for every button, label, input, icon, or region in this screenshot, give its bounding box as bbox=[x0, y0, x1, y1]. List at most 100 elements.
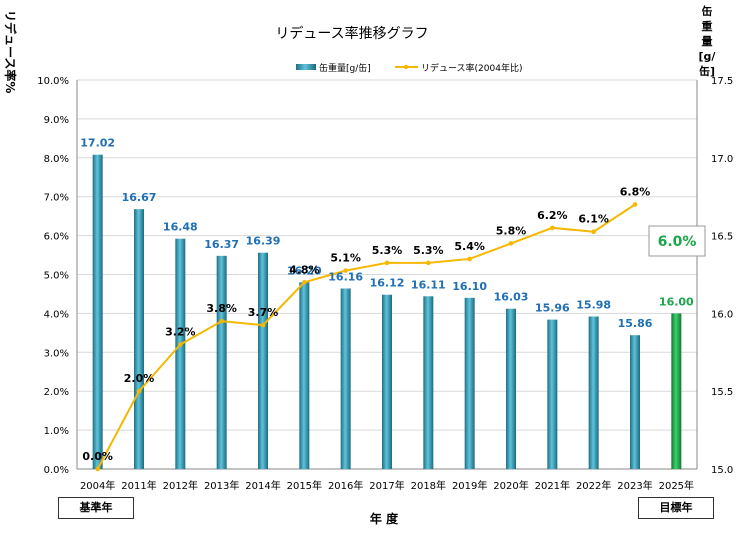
line-point bbox=[136, 388, 142, 394]
bar-value-label: 16.67 bbox=[122, 191, 157, 204]
bar-value-label: 16.37 bbox=[204, 238, 239, 251]
x-tick-label: 2017年 bbox=[369, 479, 404, 492]
bar bbox=[630, 335, 640, 469]
bar bbox=[464, 297, 475, 469]
line-value-label: 2.0% bbox=[124, 372, 155, 385]
y-right-tick-label: 15.5 bbox=[711, 387, 733, 398]
line-point bbox=[426, 260, 431, 266]
y-left-tick-label: 3.0% bbox=[44, 348, 69, 359]
line-point bbox=[219, 318, 224, 324]
bar-value-label: 16.03 bbox=[494, 291, 529, 304]
y-left-axis-title: リデュース率% bbox=[3, 10, 18, 93]
y-left-tick-label: 2.0% bbox=[44, 387, 69, 398]
y-right-tick-label: 16.0 bbox=[711, 309, 733, 320]
x-tick-label: 2016年 bbox=[328, 479, 363, 492]
line-value-label: 5.3% bbox=[413, 244, 444, 257]
legend-bar-swatch bbox=[296, 64, 316, 70]
reduce-rate-line bbox=[96, 203, 636, 470]
data-labels: 17.02 16.67 16.48 16.37 16.39 16.20 16.16 16.12… bbox=[80, 137, 694, 463]
line-point bbox=[95, 466, 100, 472]
line-point bbox=[467, 256, 472, 262]
legend-line-label: リデュース率(2004年比) bbox=[421, 62, 522, 74]
bar bbox=[547, 319, 558, 469]
line-value-label: 6.1% bbox=[578, 213, 609, 226]
bar bbox=[423, 296, 434, 469]
line-point bbox=[384, 260, 390, 266]
x-tick-label: 2018年 bbox=[411, 479, 446, 492]
bar-series bbox=[92, 154, 682, 470]
x-tick-label: 2004年 bbox=[80, 479, 115, 492]
bar-value-label: 16.11 bbox=[411, 278, 446, 291]
line-point bbox=[178, 342, 183, 347]
bar bbox=[588, 316, 599, 469]
legend: 缶重量[g/缶] リデュース率(2004年比) bbox=[296, 62, 522, 74]
axes: 0.0% 1.0% 2.0% 3.0% 4.0% 5.0% 6.0% 7.0% 8.0% 9.0%… bbox=[37, 76, 733, 492]
line-point bbox=[343, 268, 348, 273]
bar-value-label: 16.16 bbox=[328, 271, 363, 284]
line-point bbox=[550, 225, 555, 231]
x-tick-label: 2012年 bbox=[163, 479, 198, 492]
bar bbox=[382, 294, 392, 469]
x-tick-label: 2023年 bbox=[617, 479, 652, 492]
y-right-tick-label: 16.5 bbox=[711, 232, 733, 243]
line-value-label: 4.8% bbox=[289, 263, 320, 276]
x-tick-label: 2022年 bbox=[576, 479, 611, 492]
line-value-label: 6.8% bbox=[620, 185, 651, 198]
target-year-label: 目標年 bbox=[638, 497, 714, 519]
x-tick-label: 2013年 bbox=[204, 479, 239, 492]
bar-value-label: 15.96 bbox=[535, 302, 570, 315]
bar-value-label: 16.48 bbox=[163, 221, 198, 234]
line-value-label: 5.4% bbox=[454, 240, 485, 253]
bar-value-label: 15.98 bbox=[576, 299, 611, 312]
line-point bbox=[302, 279, 307, 285]
y-right-axis-title-char: 缶 bbox=[701, 5, 713, 18]
y-left-tick-label: 10.0% bbox=[37, 76, 69, 87]
y-right-tick-label: 17.0 bbox=[711, 154, 733, 165]
x-tick-label: 2011年 bbox=[121, 479, 156, 492]
y-left-tick-label: 8.0% bbox=[44, 154, 69, 165]
y-left-tick-label: 7.0% bbox=[44, 193, 69, 204]
bar bbox=[506, 308, 516, 469]
bar-value-label: 16.12 bbox=[370, 277, 405, 290]
line-value-label: 5.1% bbox=[330, 252, 361, 265]
y-left-tick-label: 0.0% bbox=[44, 465, 69, 476]
y-right-axis-title-char: 量 bbox=[701, 35, 713, 48]
y-right-tick-label: 17.5 bbox=[711, 76, 733, 87]
line-value-label: 3.7% bbox=[248, 306, 279, 319]
bar bbox=[175, 238, 186, 469]
bar-value-label: 16.00 bbox=[659, 295, 694, 308]
bar bbox=[299, 282, 310, 469]
bar-value-label: 15.86 bbox=[618, 317, 653, 330]
y-left-tick-label: 1.0% bbox=[44, 426, 69, 437]
bar bbox=[340, 288, 351, 469]
x-tick-label: 2021年 bbox=[535, 479, 570, 492]
x-tick-label: 2015年 bbox=[287, 479, 322, 492]
y-left-tick-label: 9.0% bbox=[44, 115, 69, 126]
y-right-axis-title-unit: [g/缶] bbox=[698, 50, 716, 78]
y-left-tick-label: 6.0% bbox=[44, 232, 69, 243]
y-right-tick-label: 15.0 bbox=[711, 465, 733, 476]
target-rate-box bbox=[648, 225, 706, 257]
line-point bbox=[260, 322, 266, 328]
line-point bbox=[508, 241, 514, 246]
bar bbox=[134, 209, 144, 469]
line-point bbox=[632, 202, 638, 207]
target-rate-label: 6.0% bbox=[658, 234, 697, 250]
line-value-label: 3.2% bbox=[165, 326, 196, 339]
line-value-label: 6.2% bbox=[537, 209, 568, 222]
target-bar bbox=[671, 313, 682, 469]
bar bbox=[258, 252, 268, 469]
bar bbox=[216, 255, 227, 469]
y-left-tick-label: 4.0% bbox=[44, 309, 69, 320]
line-value-label: 5.8% bbox=[496, 224, 527, 237]
x-axis-title: 年 度 bbox=[370, 511, 399, 526]
bar bbox=[92, 154, 103, 470]
x-tick-label: 2014年 bbox=[245, 479, 280, 492]
line-series bbox=[95, 202, 638, 472]
y-left-tick-label: 5.0% bbox=[44, 271, 69, 282]
chart-title: リデュース率推移グラフ bbox=[275, 25, 428, 42]
x-tick-label: 2025年 bbox=[659, 479, 694, 492]
line-value-label: 3.8% bbox=[206, 302, 237, 315]
line-value-label: 5.3% bbox=[372, 244, 403, 257]
